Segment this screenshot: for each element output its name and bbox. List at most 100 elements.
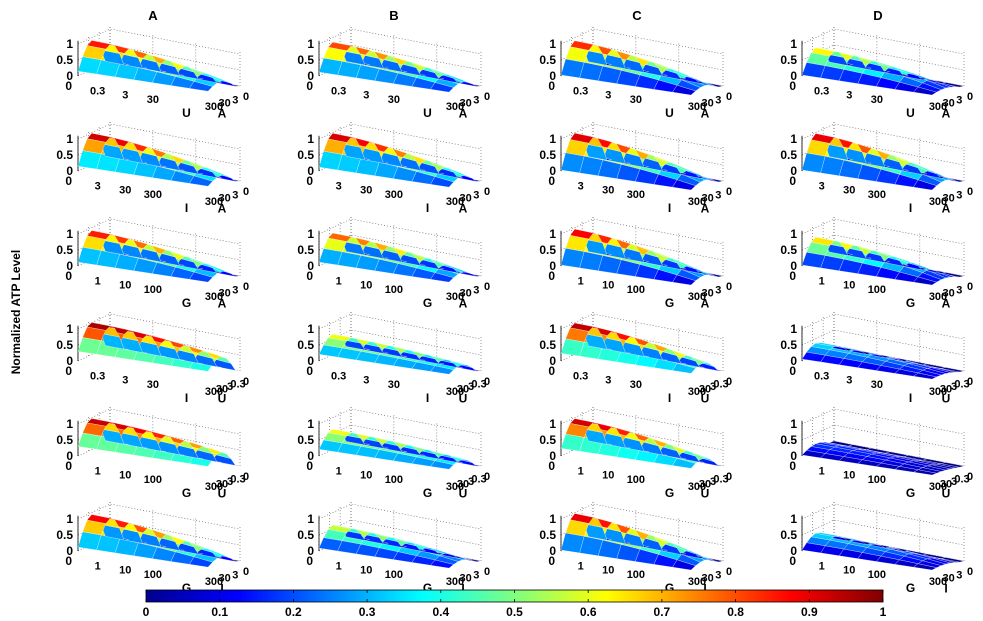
- z-tick-label: 1: [66, 37, 73, 51]
- x-axis-variable: U: [182, 106, 191, 120]
- z-tick-label: 0: [307, 164, 314, 178]
- z-tick-label: 0: [790, 449, 797, 463]
- z-tick-label: 0.5: [539, 338, 556, 352]
- y-tick-label: 30: [457, 479, 469, 491]
- y-tick-label: 30: [943, 98, 955, 110]
- y-tick-label: 30: [702, 193, 714, 205]
- surface-mesh: [801, 133, 965, 191]
- y-tick-label: 0: [726, 471, 732, 483]
- y-tick-label: 0.3: [471, 379, 486, 391]
- colorbar: 0 0.1 0.2 0.3 0.4 0.5 0.6 0.7 0.8 0.9 1: [143, 589, 887, 619]
- y-axis-variable: U: [218, 487, 227, 501]
- z-tick-label: 0: [789, 459, 796, 473]
- x-tick-label: 0.3: [573, 85, 588, 97]
- y-tick-label: 3: [232, 569, 238, 581]
- surface-mesh: [560, 322, 724, 374]
- y-tick-label: 300: [446, 196, 464, 208]
- y-axis-variable: A: [942, 107, 951, 121]
- y-tick-label: 30: [943, 193, 955, 205]
- z-tick-label: 0.5: [780, 148, 797, 162]
- y-tick-label: 0: [484, 471, 490, 483]
- x-tick-label: 1: [578, 275, 584, 287]
- x-tick-label: 10: [119, 565, 131, 577]
- z-tick-label: 1: [790, 322, 797, 336]
- z-tick-label: 1: [66, 132, 73, 146]
- y-tick-label: 0: [967, 186, 973, 198]
- z-tick-label: 0: [307, 354, 314, 368]
- z-tick-label: 0.5: [780, 528, 797, 542]
- colorbar-tick-label: 0.3: [359, 605, 376, 619]
- surface-mesh: [77, 40, 241, 92]
- x-tick-label: 100: [868, 474, 886, 486]
- x-tick-label: 300: [144, 189, 162, 201]
- x-tick-label: 10: [843, 280, 855, 292]
- z-tick-label: 0.5: [297, 528, 314, 542]
- x-tick-label: 30: [147, 379, 159, 391]
- column-header-d: D: [873, 8, 882, 23]
- y-tick-label: 3: [956, 284, 962, 296]
- y-axis-variable: A: [942, 202, 951, 216]
- y-tick-label: 0: [726, 186, 732, 198]
- y-tick-label: 0: [967, 281, 973, 293]
- x-tick-label: 3: [122, 90, 128, 102]
- x-axis-variable: I: [185, 391, 188, 405]
- x-axis-variable: G: [906, 581, 915, 595]
- column-header-c: C: [632, 8, 642, 23]
- z-tick-label: 0: [66, 354, 73, 368]
- x-tick-label: 3: [122, 375, 128, 387]
- z-tick-label: 0: [306, 79, 313, 93]
- y-tick-label: 300: [688, 291, 706, 303]
- z-tick-label: 1: [790, 512, 797, 526]
- x-axis-variable: I: [668, 391, 671, 405]
- z-tick-label: 1: [307, 512, 314, 526]
- x-tick-label: 100: [868, 284, 886, 296]
- y-tick-label: 300: [929, 101, 947, 113]
- z-tick-label: 0: [548, 269, 555, 283]
- y-tick-label: 300: [446, 291, 464, 303]
- y-tick-label: 30: [943, 573, 955, 585]
- colorbar-tick-label: 1: [880, 605, 887, 619]
- z-tick-label: 0.5: [780, 433, 797, 447]
- y-axis-variable: A: [942, 297, 951, 311]
- colorbar-tick-label: 0.2: [285, 605, 302, 619]
- x-tick-label: 100: [868, 569, 886, 581]
- y-tick-label: 0: [967, 471, 973, 483]
- y-tick-label: 0.3: [713, 379, 728, 391]
- z-tick-label: 1: [66, 512, 73, 526]
- x-tick-label: 300: [385, 189, 403, 201]
- surface-mesh: [77, 230, 241, 283]
- x-tick-label: 0.3: [90, 370, 105, 382]
- z-tick-label: 1: [790, 37, 797, 51]
- z-tick-label: 1: [549, 417, 556, 431]
- z-tick-label: 0.5: [539, 528, 556, 542]
- y-tick-label: 300: [205, 386, 223, 398]
- y-axis-variable: U: [701, 487, 710, 501]
- y-axis-variable: A: [218, 107, 227, 121]
- x-tick-label: 3: [578, 180, 584, 192]
- x-tick-label: 1: [578, 465, 584, 477]
- z-tick-label: 0.5: [56, 338, 73, 352]
- z-tick-label: 0: [65, 364, 72, 378]
- x-tick-label: 30: [360, 185, 372, 197]
- z-tick-label: 0.5: [297, 433, 314, 447]
- z-tick-label: 0: [549, 354, 556, 368]
- y-tick-label: 3: [232, 284, 238, 296]
- z-tick-label: 0: [66, 544, 73, 558]
- y-tick-label: 30: [940, 479, 952, 491]
- y-tick-label: 300: [446, 576, 464, 588]
- y-tick-label: 0: [484, 281, 490, 293]
- x-axis-variable: G: [423, 486, 432, 500]
- x-axis-variable: G: [182, 581, 191, 595]
- x-tick-label: 1: [336, 560, 342, 572]
- x-axis-variable: I: [909, 391, 912, 405]
- x-tick-label: 100: [144, 569, 162, 581]
